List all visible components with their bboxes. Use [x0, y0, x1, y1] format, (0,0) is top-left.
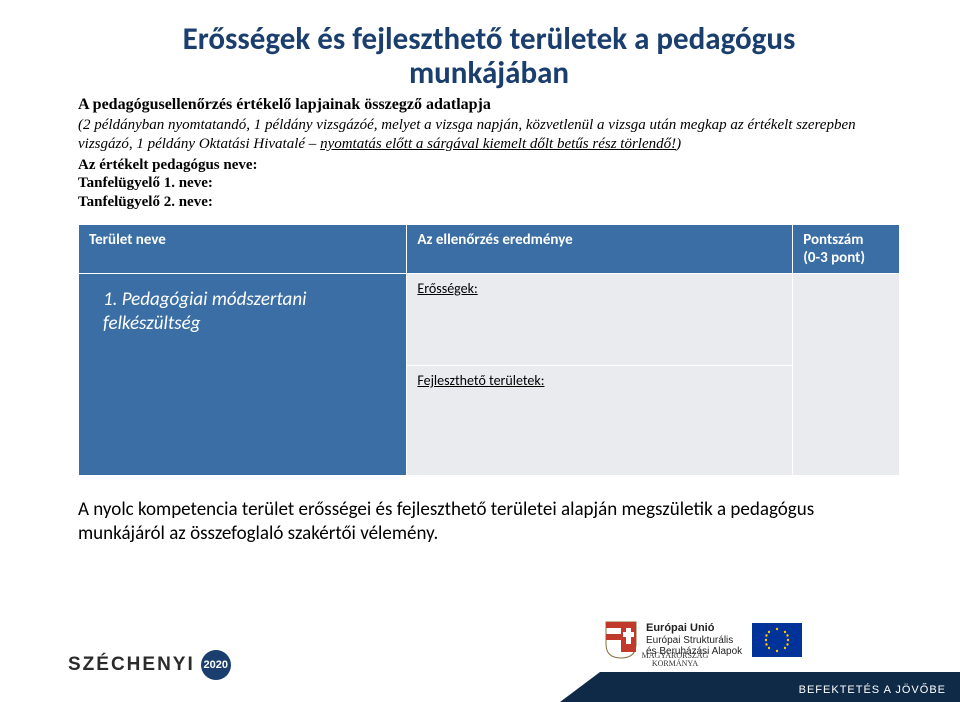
score-l1: Pontszám	[803, 231, 863, 249]
eu-area: Európai Unió Európai Strukturális és Ber…	[600, 614, 960, 666]
area-1-l2: felkészültség	[103, 312, 200, 335]
footer-right: Európai Unió Európai Strukturális és Ber…	[600, 614, 960, 702]
footer-slogan: BEFEKTETÉS A JÖVŐBE	[799, 684, 946, 696]
table-header-row: Terület neve Az ellenőrzés eredménye Pon…	[79, 224, 900, 273]
title-line-2: munkájában	[409, 54, 569, 92]
score-cell-1	[793, 273, 900, 475]
title-line-1: Erősségek és fejleszthető területek a pe…	[183, 20, 796, 58]
eu-l3: és Beruházási Alapok	[646, 646, 742, 658]
szechenyi-word: SZÉCHENYI	[68, 654, 195, 676]
print-note: (2 példányban nyomtatandó, 1 példány viz…	[78, 116, 900, 154]
eu-flag-icon	[752, 623, 802, 657]
footer: SZÉCHENYI 2020 MAGYARORSZÁG KORMÁNYA Eur…	[0, 614, 960, 702]
note-underlined: nyomtatás előtt a sárgával kiemelt dőlt …	[320, 136, 676, 152]
develop-cell: Fejleszthető területek:	[407, 365, 793, 475]
coat-of-arms-icon	[604, 620, 638, 660]
meta-evaluated-name: Az értékelt pedagógus neve:	[78, 156, 900, 175]
evaluation-table-wrap: Terület neve Az ellenőrzés eredménye Pon…	[78, 224, 900, 476]
eu-text: Európai Unió Európai Strukturális és Ber…	[646, 622, 742, 658]
area-cell-1: 1. Pedagógiai módszertani felkészültség	[79, 273, 407, 475]
table-row: 1. Pedagógiai módszertani felkészültség …	[79, 273, 900, 365]
col-header-score: Pontszám (0-3 pont)	[793, 224, 900, 273]
content-area: Erősségek és fejleszthető területek a pe…	[0, 0, 960, 545]
subtitle: A pedagógusellenőrzés értékelő lapjainak…	[78, 96, 900, 114]
area-1-l1: 1. Pedagógiai módszertani	[103, 288, 306, 311]
evaluation-table: Terület neve Az ellenőrzés eredménye Pon…	[78, 224, 900, 476]
strengths-cell: Erősségek:	[407, 273, 793, 365]
col-header-area: Terület neve	[79, 224, 407, 273]
develop-label: Fejleszthető területek:	[417, 372, 544, 389]
eu-l2: Európai Strukturális	[646, 635, 742, 647]
szechenyi-year-badge: 2020	[201, 650, 231, 680]
page-title: Erősségek és fejleszthető területek a pe…	[78, 22, 900, 90]
score-l2: (0-3 pont)	[803, 249, 865, 267]
note-post: )	[676, 136, 681, 152]
summary-text: A nyolc kompetencia terület erősségei és…	[78, 498, 900, 546]
strengths-label: Erősségek:	[417, 280, 477, 297]
meta-inspector-2: Tanfelügyelő 2. neve:	[78, 193, 900, 212]
szechenyi-logo: SZÉCHENYI 2020	[68, 650, 231, 680]
meta-inspector-1: Tanfelügyelő 1. neve:	[78, 174, 900, 193]
footer-slant	[560, 672, 600, 702]
slide: Erősségek és fejleszthető területek a pe…	[0, 0, 960, 702]
col-header-result: Az ellenőrzés eredménye	[407, 224, 793, 273]
eu-l1: Európai Unió	[646, 622, 742, 635]
